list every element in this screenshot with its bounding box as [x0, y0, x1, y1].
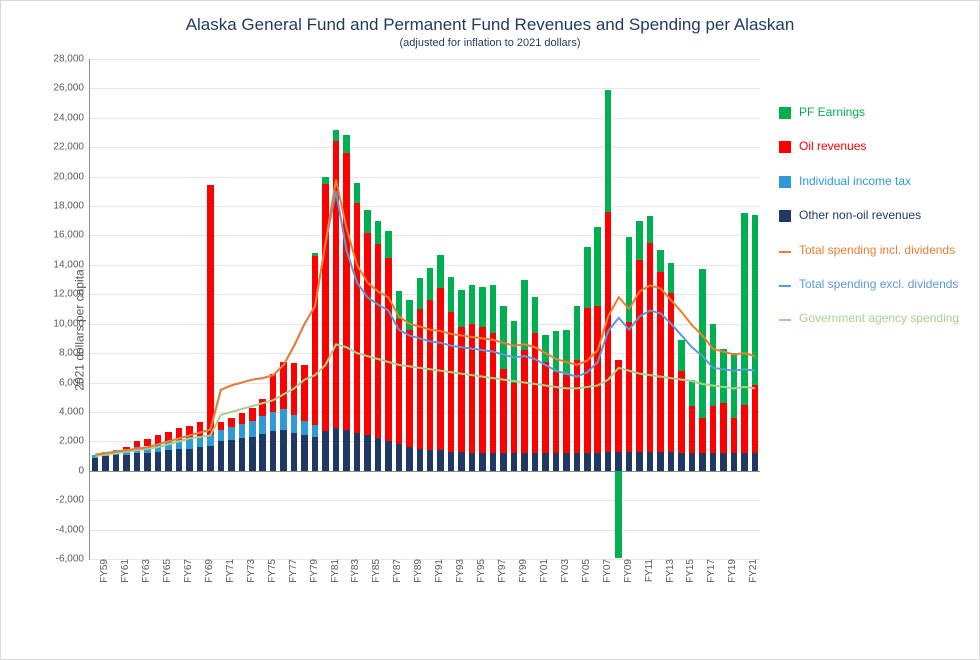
- x-tick-label: FY13: [665, 559, 676, 583]
- legend-line-swatch: [779, 251, 791, 253]
- legend-line-swatch: [779, 285, 791, 287]
- y-tick-label: 18,000: [53, 201, 84, 212]
- y-tick-label: 26,000: [53, 83, 84, 94]
- gridline: [90, 559, 760, 560]
- chart-title: Alaska General Fund and Permanent Fund R…: [1, 15, 979, 35]
- x-tick-label: FY15: [685, 559, 696, 583]
- x-tick-label: FY99: [518, 559, 529, 583]
- x-tick-label: FY71: [225, 559, 236, 583]
- y-tick-label: 20,000: [53, 171, 84, 182]
- y-tick-label: -6,000: [56, 554, 84, 565]
- x-tick-label: FY77: [288, 559, 299, 583]
- line-total_spending_excl_div: [95, 191, 755, 454]
- x-tick-label: FY67: [183, 559, 194, 583]
- x-tick-label: FY69: [204, 559, 215, 583]
- chart-subtitle: (adjusted for inflation to 2021 dollars): [1, 37, 979, 49]
- legend-label: Total spending incl. dividends: [799, 243, 955, 257]
- legend-item: Oil revenues: [779, 139, 969, 153]
- x-tick-label: FY17: [706, 559, 717, 583]
- legend-item: Other non-oil revenues: [779, 208, 969, 222]
- plot-area: -6,000-4,000-2,00002,0004,0006,0008,0001…: [89, 59, 760, 560]
- x-tick-label: FY05: [581, 559, 592, 583]
- legend-item: Total spending excl. dividends: [779, 277, 969, 291]
- legend-box-swatch: [779, 210, 791, 222]
- y-tick-label: -4,000: [56, 524, 84, 535]
- x-tick-label: FY97: [497, 559, 508, 583]
- y-tick-label: 4,000: [59, 406, 84, 417]
- x-tick-label: FY95: [476, 559, 487, 583]
- x-tick-label: FY85: [371, 559, 382, 583]
- legend-item: Individual income tax: [779, 174, 969, 188]
- legend-label: Oil revenues: [799, 139, 866, 153]
- x-tick-label: FY65: [162, 559, 173, 583]
- legend-label: PF Earnings: [799, 105, 865, 119]
- x-tick-label: FY83: [350, 559, 361, 583]
- y-tick-label: -2,000: [56, 495, 84, 506]
- x-tick-label: FY11: [644, 559, 655, 582]
- x-tick-label: FY61: [120, 559, 131, 583]
- x-tick-label: FY07: [602, 559, 613, 583]
- y-tick-label: 22,000: [53, 142, 84, 153]
- x-tick-label: FY89: [413, 559, 424, 583]
- line-gov_agency_spending: [95, 344, 755, 456]
- y-tick-label: 28,000: [53, 54, 84, 65]
- legend-item: Total spending incl. dividends: [779, 243, 969, 257]
- x-tick-label: FY73: [246, 559, 257, 583]
- legend: PF Earnings Oil revenues Individual income…: [779, 105, 969, 346]
- x-tick-label: FY81: [330, 559, 341, 583]
- legend-label: Other non-oil revenues: [799, 208, 921, 222]
- legend-label: Individual income tax: [799, 174, 911, 188]
- x-tick-label: FY01: [539, 559, 550, 583]
- x-tick-label: FY91: [434, 559, 445, 583]
- x-tick-label: FY79: [309, 559, 320, 583]
- x-tick-label: FY93: [455, 559, 466, 583]
- legend-box-swatch: [779, 141, 791, 153]
- legend-box-swatch: [779, 176, 791, 188]
- chart-container: Alaska General Fund and Permanent Fund R…: [0, 0, 980, 660]
- legend-item: Government agency spending: [779, 311, 969, 325]
- y-tick-label: 24,000: [53, 112, 84, 123]
- x-tick-label: FY59: [99, 559, 110, 583]
- y-tick-label: 16,000: [53, 230, 84, 241]
- x-tick-label: FY63: [141, 559, 152, 583]
- line-layer: [90, 59, 760, 559]
- legend-label: Government agency spending: [799, 311, 959, 325]
- x-tick-label: FY75: [267, 559, 278, 583]
- line-total_spending_incl_div: [95, 180, 755, 455]
- x-tick-label: FY21: [748, 559, 759, 583]
- x-tick-label: FY03: [560, 559, 571, 583]
- x-tick-label: FY87: [392, 559, 403, 583]
- legend-item: PF Earnings: [779, 105, 969, 119]
- legend-line-swatch: [779, 319, 791, 321]
- y-axis-title: 2021 dollars per capita: [73, 269, 87, 390]
- legend-box-swatch: [779, 107, 791, 119]
- y-tick-label: 2,000: [59, 436, 84, 447]
- y-tick-label: 0: [78, 465, 84, 476]
- x-tick-label: FY09: [623, 559, 634, 583]
- legend-label: Total spending excl. dividends: [799, 277, 958, 291]
- x-tick-label: FY19: [727, 559, 738, 583]
